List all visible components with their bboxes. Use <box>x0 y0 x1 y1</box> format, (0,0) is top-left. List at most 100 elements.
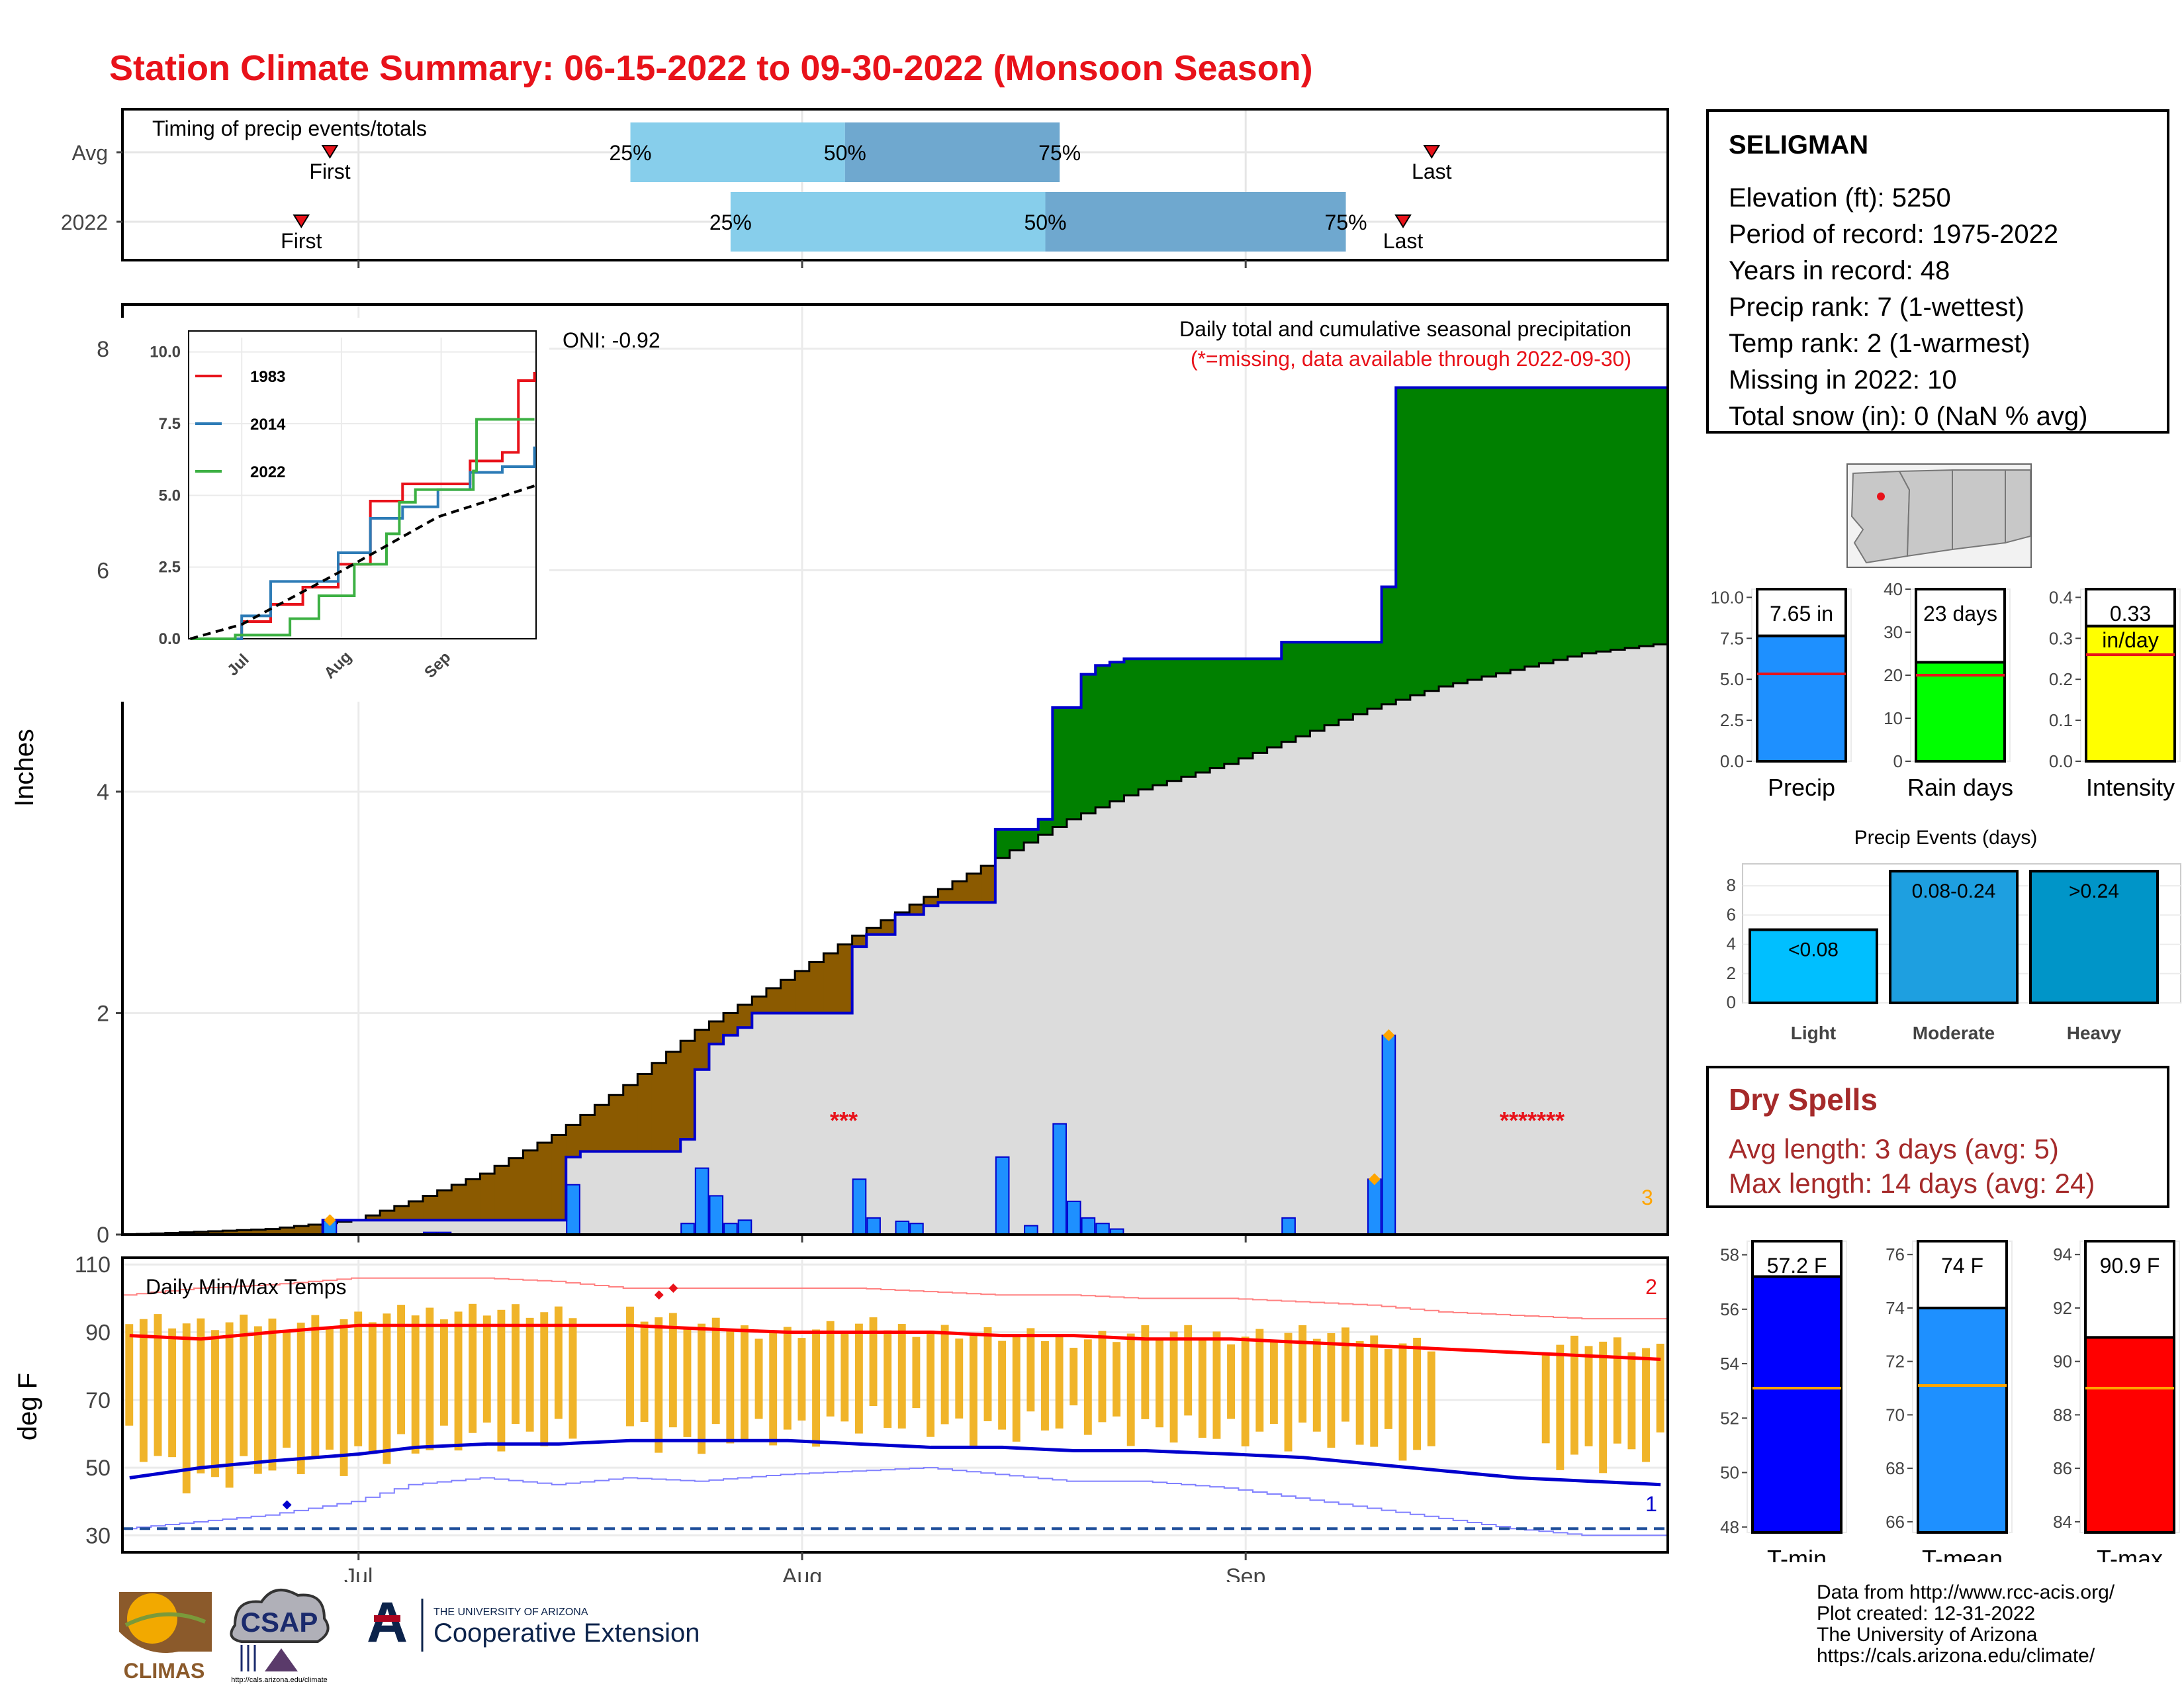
deficit-fill <box>594 1105 610 1152</box>
daily-precip-bar <box>852 1178 867 1235</box>
surplus-fill <box>1467 387 1482 680</box>
record-max-marker <box>668 1284 678 1293</box>
surplus-fill <box>1424 387 1439 691</box>
deficit-fill <box>279 1227 295 1235</box>
daily-precip-bar <box>1381 1034 1396 1236</box>
daily-temp-bar <box>1342 1327 1349 1422</box>
daily-temp-bar <box>955 1338 964 1419</box>
surplus-fill <box>1009 829 1024 851</box>
tmean-label: T-mean <box>1922 1545 2003 1562</box>
daily-temp-bar <box>426 1307 434 1450</box>
timing-row-label: Avg <box>71 141 108 165</box>
daily-precip-bar <box>694 1167 709 1235</box>
svg-text:A: A <box>367 1591 408 1654</box>
daily-temp-bar <box>454 1311 463 1451</box>
daily-precip-bar <box>723 1223 738 1235</box>
inset-y-tick-label: 2.5 <box>159 559 181 577</box>
tmean-bar <box>1917 1306 2008 1534</box>
tmean-y-tick-label: 76 <box>1886 1244 1905 1264</box>
surplus-fill <box>1324 642 1340 726</box>
timing-first-marker <box>321 145 339 159</box>
daily-temp-bar <box>1098 1331 1107 1423</box>
record-min-count: 1 <box>1645 1492 1657 1516</box>
surplus-fill <box>1582 387 1597 653</box>
deficit-fill <box>723 1013 739 1035</box>
surplus-fill <box>995 829 1011 859</box>
extreme-marker <box>324 1214 336 1227</box>
temp-y-tick-label: 30 <box>85 1523 111 1548</box>
deficit-fill <box>494 1166 510 1221</box>
tmax-y-tick-label: 94 <box>2053 1244 2072 1264</box>
tmax-bar <box>2084 1336 2175 1534</box>
timing-label: Timing of precip events/totals <box>152 117 427 140</box>
record-min-marker <box>282 1500 292 1510</box>
deficit-fill <box>866 927 882 935</box>
daily-temp-bar <box>1599 1341 1608 1474</box>
daily-temp-bar <box>969 1333 978 1448</box>
deficit-fill <box>709 1021 724 1045</box>
deficit-fill <box>480 1174 495 1221</box>
surplus-fill <box>1653 387 1668 645</box>
surplus-fill <box>1625 387 1640 648</box>
timing-box-lower-Avg <box>630 122 845 182</box>
surplus-fill <box>1453 387 1468 684</box>
deficit-fill <box>909 904 925 915</box>
deficit-fill <box>666 1052 681 1152</box>
daily-temp-bar <box>1041 1341 1049 1431</box>
precip-note-missing: (*=missing, data available through 2022-… <box>1191 347 1631 371</box>
events-y-tick-label: 4 <box>1727 934 1736 954</box>
precip-y-label: Inches <box>10 729 39 807</box>
tmin-y-tick-label: 54 <box>1720 1354 1739 1374</box>
surplus-fill <box>1596 387 1612 652</box>
daily-temp-bar <box>125 1324 134 1426</box>
deficit-fill <box>766 988 782 1013</box>
rain-days-value: 23 days <box>1923 602 1997 626</box>
daily-temp-bar <box>512 1304 520 1425</box>
events-range-label: 0.08-0.24 <box>1912 880 1996 902</box>
record-max-line <box>122 1277 1668 1320</box>
logos: CLIMAS CSAP http://cals.arizona.edu/clim… <box>119 1589 700 1684</box>
intensity-y-tick-label: 0.4 <box>2049 587 2073 607</box>
deficit-fill <box>566 1125 581 1157</box>
deficit-fill <box>609 1095 624 1152</box>
daily-temp-bar <box>1642 1348 1650 1462</box>
surplus-fill <box>1496 387 1511 673</box>
daily-temp-bar <box>1184 1325 1193 1416</box>
climas-logo: CLIMAS <box>119 1592 212 1683</box>
deficit-fill <box>737 1004 752 1028</box>
dry-spells-title: Dry Spells <box>1729 1082 1878 1117</box>
daily-temp-bar <box>1269 1340 1278 1425</box>
daily-temp-bar <box>812 1329 820 1447</box>
daily-precip-bar <box>680 1223 695 1235</box>
daily-temp-bar <box>1284 1333 1293 1452</box>
timing-quartile-label: 25% <box>709 211 752 234</box>
surplus-fill <box>1109 662 1125 802</box>
daily-temp-bar <box>1083 1339 1092 1435</box>
daily-temp-bar <box>139 1319 148 1462</box>
surplus-fill <box>1439 387 1454 687</box>
temp-y-tick-label: 90 <box>85 1321 111 1346</box>
daily-temp-bar <box>340 1319 348 1476</box>
tmean-y-tick-label: 72 <box>1886 1352 1905 1372</box>
timing-first-label: First <box>281 229 322 253</box>
deficit-fill <box>222 1231 238 1235</box>
events-bar-moderate <box>1889 870 2019 1005</box>
events-y-tick-label: 6 <box>1727 904 1736 924</box>
tmax-y-tick-label: 88 <box>2053 1405 2072 1425</box>
deficit-fill <box>380 1211 395 1221</box>
temp-mean-bars: 48 50 52 54 56 58 57.2 F T-min 66 68 70 72 74 76 74 F T… <box>1720 1240 2180 1562</box>
tmin-y-tick-label: 58 <box>1720 1245 1739 1265</box>
daily-temp-bar <box>640 1321 649 1422</box>
daily-precip-bar <box>1052 1123 1067 1235</box>
events-range-label: >0.24 <box>2069 880 2119 902</box>
daily-temp-bar <box>998 1340 1007 1430</box>
daily-precip-bar <box>709 1195 724 1236</box>
daily-temp-bar <box>1126 1333 1135 1446</box>
deficit-fill <box>423 1196 438 1221</box>
daily-temp-bar <box>683 1328 692 1437</box>
daily-temp-bar <box>283 1330 291 1448</box>
surplus-fill <box>1095 665 1111 808</box>
daily-temp-bar <box>854 1323 863 1434</box>
daily-temp-bar <box>1069 1348 1078 1406</box>
station-missing: Missing in 2022: 10 <box>1729 365 1957 395</box>
